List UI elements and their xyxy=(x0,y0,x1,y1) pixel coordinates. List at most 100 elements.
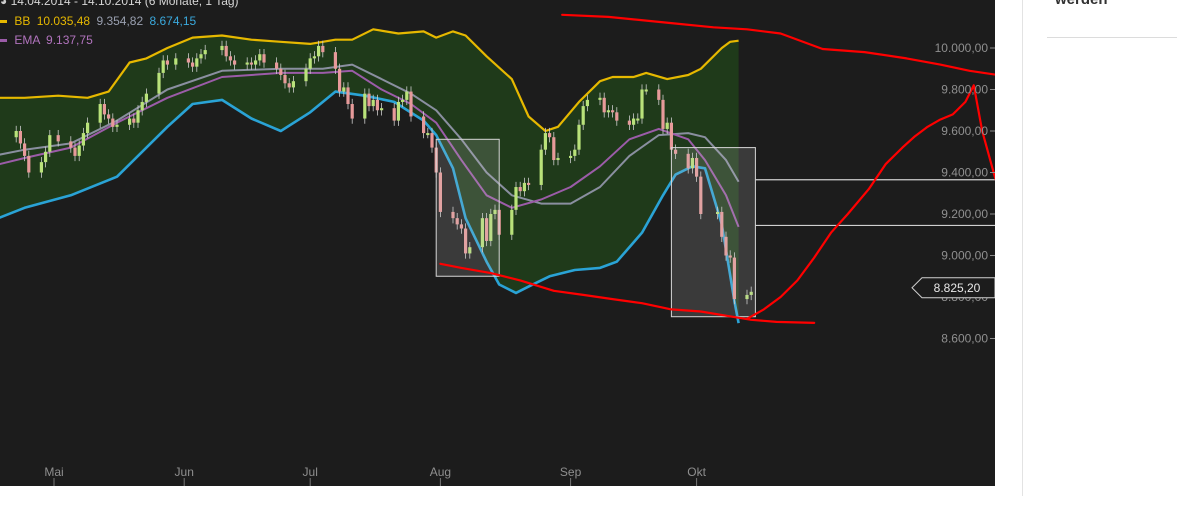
date-range-text: 14.04.2014 - 14.10.2014 (6 Monate, 1 Tag… xyxy=(10,0,239,8)
candle xyxy=(611,105,615,118)
candle xyxy=(489,208,493,247)
candle-body-down xyxy=(102,104,106,115)
candle-body-down xyxy=(233,60,237,65)
candle-body-down xyxy=(699,176,703,214)
candle xyxy=(342,82,346,97)
chart-area: 8.600,008.800,009.000,009.200,009.400,00… xyxy=(0,0,995,486)
candle-body-up xyxy=(514,187,518,210)
candle xyxy=(77,140,81,162)
candle-body-up xyxy=(14,131,18,138)
candle-body-down xyxy=(27,155,31,173)
candle-body-up xyxy=(405,91,409,100)
candle xyxy=(552,132,556,166)
candle-body-down xyxy=(367,93,371,107)
candle xyxy=(695,152,699,182)
sidebar-divider xyxy=(1022,0,1023,496)
clock-icon: ◕ xyxy=(0,0,8,8)
candle xyxy=(157,67,161,99)
candle xyxy=(220,40,224,56)
candle-body-down xyxy=(661,99,665,129)
sidebar-cut-text: werden xyxy=(1055,0,1108,8)
candle-body-up xyxy=(556,157,560,161)
candle xyxy=(233,55,237,70)
candle xyxy=(161,55,165,79)
candle xyxy=(308,53,312,74)
candle xyxy=(132,113,136,128)
candle xyxy=(333,46,337,74)
candle xyxy=(627,115,631,130)
candle-body-up xyxy=(426,133,430,136)
candle-body-down xyxy=(249,62,253,65)
candle-body-down xyxy=(464,228,468,254)
annotation-red-curve xyxy=(745,84,995,320)
candle-body-up xyxy=(468,247,472,254)
candle-body-up xyxy=(308,58,312,69)
candle xyxy=(510,204,514,240)
candle-body-down xyxy=(375,99,379,111)
candle xyxy=(165,55,169,70)
candle-body-up xyxy=(573,149,577,156)
candle-body-down xyxy=(485,218,489,241)
candle-body-down xyxy=(527,182,531,185)
bb-upper-line xyxy=(0,28,739,133)
candle xyxy=(392,102,396,126)
y-tick-label: 8.600,00 xyxy=(941,332,988,346)
candle xyxy=(745,289,749,305)
x-tick-label: Jun xyxy=(175,465,194,479)
candle xyxy=(18,125,22,149)
x-tick-label: Okt xyxy=(687,465,706,479)
candle-body-up xyxy=(690,157,694,169)
ema-swatch xyxy=(0,39,7,43)
candle xyxy=(39,156,43,178)
candle xyxy=(199,49,203,64)
candle-body-up xyxy=(245,62,249,65)
candle-body-up xyxy=(304,68,308,82)
candle-body-down xyxy=(191,62,195,67)
date-range-row: ◕ 14.04.2014 - 14.10.2014 (6 Monate, 1 T… xyxy=(0,0,239,8)
candle-body-down xyxy=(459,224,463,229)
candle xyxy=(581,100,585,130)
candle xyxy=(539,144,543,191)
candle-body-up xyxy=(317,45,321,57)
candle xyxy=(279,63,283,81)
candle xyxy=(128,113,132,130)
candle xyxy=(350,98,354,124)
candle-body-up xyxy=(128,118,132,125)
candle xyxy=(107,109,111,124)
candle-body-up xyxy=(598,97,602,100)
candle xyxy=(585,94,589,112)
candle-body-up xyxy=(48,135,52,152)
candle-body-down xyxy=(674,149,678,154)
candle-body-down xyxy=(287,83,291,88)
candle-body-up xyxy=(199,54,203,59)
candle xyxy=(186,53,190,68)
price-chart: 8.600,008.800,009.000,009.200,009.400,00… xyxy=(0,13,995,486)
candle xyxy=(598,92,602,106)
candle xyxy=(48,129,52,157)
candle xyxy=(430,127,434,153)
candle-body-down xyxy=(552,137,556,161)
candle xyxy=(728,250,732,263)
candle-body-up xyxy=(577,124,581,150)
candle-body-down xyxy=(451,211,455,219)
candle xyxy=(409,86,413,122)
candle-body-down xyxy=(392,108,396,121)
candle xyxy=(674,144,678,160)
candle xyxy=(577,119,581,155)
candle xyxy=(438,167,442,218)
candle xyxy=(380,102,384,116)
candle xyxy=(367,88,371,112)
candle-body-up xyxy=(86,122,90,134)
candle xyxy=(23,138,27,162)
bb-lower-value: 8.674,15 xyxy=(149,14,197,28)
candle xyxy=(724,231,728,261)
candle xyxy=(686,148,690,174)
candle-body-down xyxy=(111,118,115,127)
candle-body-down xyxy=(107,114,111,119)
x-tick-label: Aug xyxy=(430,465,451,479)
candle xyxy=(144,88,148,108)
candle-body-up xyxy=(632,118,636,125)
candle-body-down xyxy=(686,153,690,169)
candle-body-down xyxy=(224,45,228,57)
candle xyxy=(249,57,253,70)
